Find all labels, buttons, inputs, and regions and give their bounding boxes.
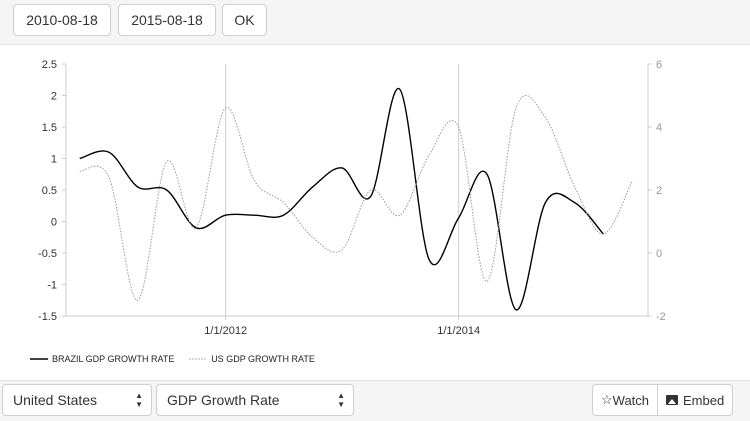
selector-bar: United States ▲▼ GDP Growth Rate ▲▼ ☆ Wa…: [0, 380, 750, 421]
legend-label-brazil: BRAZIL GDP GROWTH RATE: [52, 354, 174, 364]
embed-label: Embed: [683, 393, 724, 408]
us-gdp-line: [80, 95, 633, 300]
country-select-value: United States: [13, 392, 97, 408]
left-tick-label: -0.5: [38, 248, 57, 260]
indicator-select-value: GDP Growth Rate: [167, 392, 280, 408]
left-tick-label: 2: [51, 91, 57, 103]
gdp-chart: 2.5 2 1.5 1 0.5 0 -0.5 -1 -1.5 6 4 2 0 -2 1/1/2012 1/…: [0, 45, 750, 379]
left-tick-label: -1: [47, 280, 57, 292]
start-date-input[interactable]: 2010-08-18: [13, 4, 111, 36]
left-tick-label: -1.5: [38, 311, 57, 323]
left-tick-label: 0: [51, 217, 57, 229]
left-tick-label: 0.5: [42, 185, 57, 197]
action-buttons: ☆ Watch Embed: [592, 384, 733, 416]
star-outline-icon: ☆: [601, 392, 613, 408]
country-select[interactable]: United States ▲▼: [2, 384, 152, 416]
date-range-toolbar: 2010-08-18 2015-08-18 OK: [0, 0, 750, 45]
right-tick-label: -2: [656, 311, 666, 323]
legend-label-us: US GDP GROWTH RATE: [211, 354, 315, 364]
chart-svg: 2.5 2 1.5 1 0.5 0 -0.5 -1 -1.5 6 4 2 0 -2 1/1/2012 1/…: [0, 45, 750, 379]
x-tick-label: 1/1/2014: [437, 325, 480, 337]
end-date-input[interactable]: 2015-08-18: [118, 4, 216, 36]
watch-button[interactable]: ☆ Watch: [592, 384, 658, 416]
select-arrows-icon: ▲▼: [135, 391, 143, 409]
embed-button[interactable]: Embed: [658, 384, 733, 416]
select-arrows-icon: ▲▼: [337, 391, 345, 409]
watch-label: Watch: [613, 393, 649, 408]
right-tick-label: 2: [656, 185, 662, 197]
right-tick-label: 0: [656, 248, 662, 260]
indicator-select[interactable]: GDP Growth Rate ▲▼: [156, 384, 354, 416]
left-tick-label: 1.5: [42, 122, 57, 134]
ok-button[interactable]: OK: [222, 4, 267, 36]
image-icon: [666, 395, 678, 405]
right-tick-label: 6: [656, 59, 662, 71]
left-tick-label: 1: [51, 154, 57, 166]
brazil-gdp-line: [80, 88, 604, 309]
x-tick-label: 1/1/2012: [204, 325, 247, 337]
right-tick-label: 4: [656, 122, 662, 134]
left-tick-label: 2.5: [42, 59, 57, 71]
